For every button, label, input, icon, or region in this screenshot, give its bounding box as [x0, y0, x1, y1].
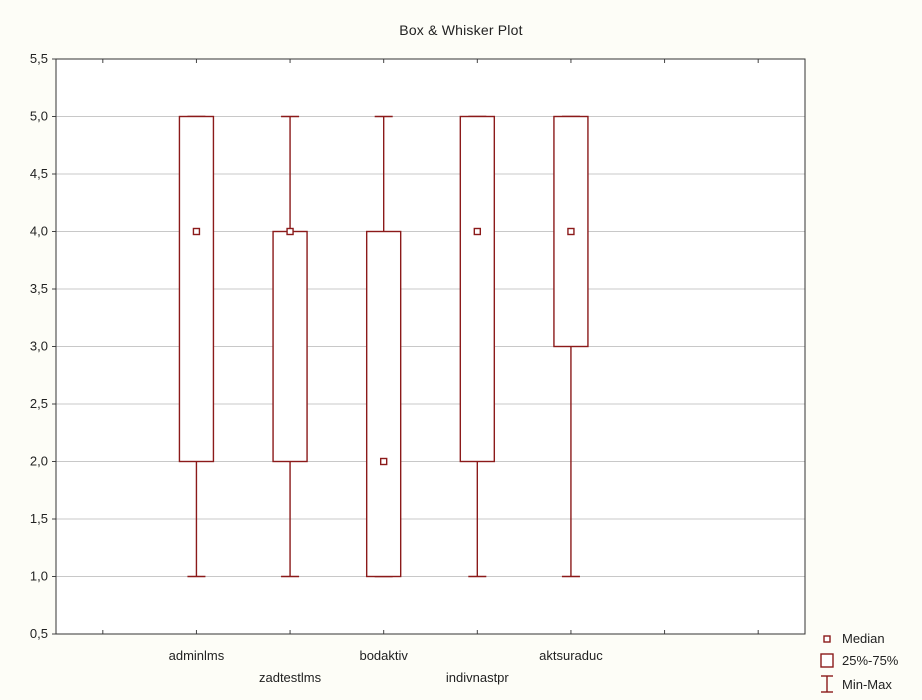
- category-label: adminlms: [169, 648, 225, 663]
- legend-box-label: 25%-75%: [842, 653, 899, 668]
- iqr-box: [365, 230, 402, 578]
- iqr-box: [272, 230, 308, 463]
- y-tick-label: 0,5: [30, 626, 48, 641]
- legend-median-label: Median: [842, 631, 885, 646]
- category-label: indivnastpr: [446, 670, 510, 685]
- legend-median-icon: [823, 635, 831, 643]
- median-marker: [567, 227, 575, 236]
- category-label: aktsuraduc: [539, 648, 603, 663]
- chart-title: Box & Whisker Plot: [399, 22, 523, 38]
- y-tick-label: 3,5: [30, 281, 48, 296]
- y-tick-label: 1,5: [30, 511, 48, 526]
- median-marker: [192, 227, 201, 236]
- legend-box-icon: [820, 653, 834, 668]
- y-tick-label: 5,0: [30, 109, 48, 124]
- y-tick-label: 4,5: [30, 166, 48, 181]
- category-label: zadtestlms: [259, 670, 322, 685]
- median-marker: [379, 457, 388, 466]
- y-tick-label: 5,5: [30, 51, 48, 66]
- y-tick-label: 4,0: [30, 224, 48, 239]
- category-label: bodaktiv: [359, 648, 408, 663]
- median-marker: [473, 227, 482, 236]
- y-tick-label: 1,0: [30, 569, 48, 584]
- iqr-box: [459, 115, 496, 463]
- y-tick-label: 3,0: [30, 339, 48, 354]
- y-tick-label: 2,0: [30, 454, 48, 469]
- iqr-box: [178, 115, 215, 463]
- plot-border: [55, 58, 806, 635]
- median-marker: [286, 227, 294, 236]
- y-tick-label: 2,5: [30, 396, 48, 411]
- legend-minmax-label: Min-Max: [842, 677, 892, 692]
